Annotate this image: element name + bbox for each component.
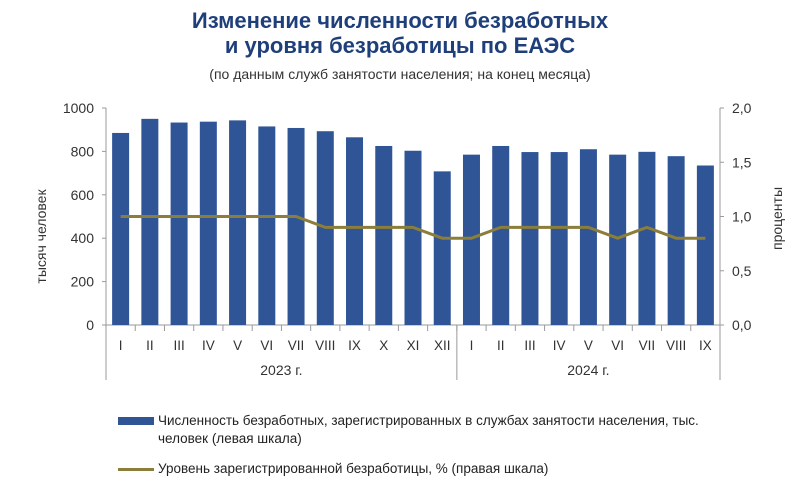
chart-title-line1: Изменение численности безработных	[191, 8, 609, 33]
bar	[667, 156, 685, 325]
legend-line-swatch	[118, 467, 154, 471]
y-right-tick-label: 0,5	[732, 263, 752, 279]
x-tick-label: VII	[288, 338, 305, 353]
x-tick-label: I	[119, 338, 123, 353]
x-tick-label: I	[470, 338, 474, 353]
legend-item-bars: Численность безработных, зарегистрирован…	[118, 412, 718, 448]
x-tick-label: II	[146, 338, 154, 353]
x-tick-label: V	[584, 338, 593, 353]
bar	[404, 150, 422, 325]
bar	[638, 151, 656, 325]
y-right-axis-title: проценты	[769, 187, 785, 250]
bar	[170, 122, 188, 325]
bar	[287, 127, 305, 326]
y-left-tick-label: 400	[71, 230, 95, 246]
y-left-tick-label: 1000	[63, 100, 94, 116]
x-tick-label: IX	[699, 338, 712, 353]
y-left-tick-label: 0	[86, 317, 94, 333]
legend-bar-label: Численность безработных, зарегистрирован…	[158, 413, 699, 446]
chart-subtitle: (по данным служб занятости населения; на…	[209, 66, 591, 82]
y-right-tick-label: 1,5	[732, 154, 752, 170]
legend-item-line: Уровень зарегистрированной безработицы, …	[118, 460, 718, 478]
bar	[199, 121, 217, 326]
x-tick-label: II	[497, 338, 505, 353]
y-right-tick-label: 0,0	[732, 317, 752, 333]
legend-line-label: Уровень зарегистрированной безработицы, …	[158, 461, 549, 476]
x-tick-label: VIII	[666, 338, 686, 353]
y-left-tick-label: 200	[71, 274, 95, 290]
x-tick-label: IV	[553, 338, 566, 353]
x-tick-label: XII	[434, 338, 451, 353]
y-right-tick-label: 2,0	[732, 100, 752, 116]
bar	[229, 120, 247, 325]
x-tick-label: IX	[348, 338, 361, 353]
chart-title-line2: и уровня безработицы по ЕАЭС	[224, 33, 576, 58]
x-tick-label: VIII	[315, 338, 335, 353]
year-label: 2024 г.	[567, 362, 609, 378]
x-tick-label: XI	[407, 338, 420, 353]
x-tick-label: X	[379, 338, 388, 353]
bar	[346, 137, 364, 325]
x-tick-label: VII	[639, 338, 656, 353]
x-tick-label: IV	[202, 338, 215, 353]
bar	[696, 165, 714, 325]
bar	[375, 145, 393, 325]
bar	[433, 171, 451, 325]
unemployment-rate-line	[120, 215, 706, 240]
bar	[492, 145, 510, 325]
x-tick-label: V	[233, 338, 242, 353]
legend-bar-swatch	[118, 417, 154, 425]
year-label: 2023 г.	[260, 362, 302, 378]
y-left-tick-label: 800	[71, 143, 95, 159]
bar	[609, 154, 627, 325]
y-left-axis-title: тысяч человек	[33, 189, 49, 284]
y-left-tick-label: 600	[71, 187, 95, 203]
x-tick-label: III	[173, 338, 184, 353]
bar	[550, 152, 568, 325]
bar	[258, 126, 276, 325]
bar	[521, 152, 539, 325]
bar	[141, 118, 159, 325]
bar	[579, 149, 597, 325]
x-tick-label: VI	[260, 338, 273, 353]
bar	[112, 132, 130, 325]
y-right-tick-label: 1,0	[732, 209, 752, 225]
x-tick-label: VI	[611, 338, 624, 353]
bar	[462, 154, 480, 325]
x-tick-label: III	[524, 338, 535, 353]
